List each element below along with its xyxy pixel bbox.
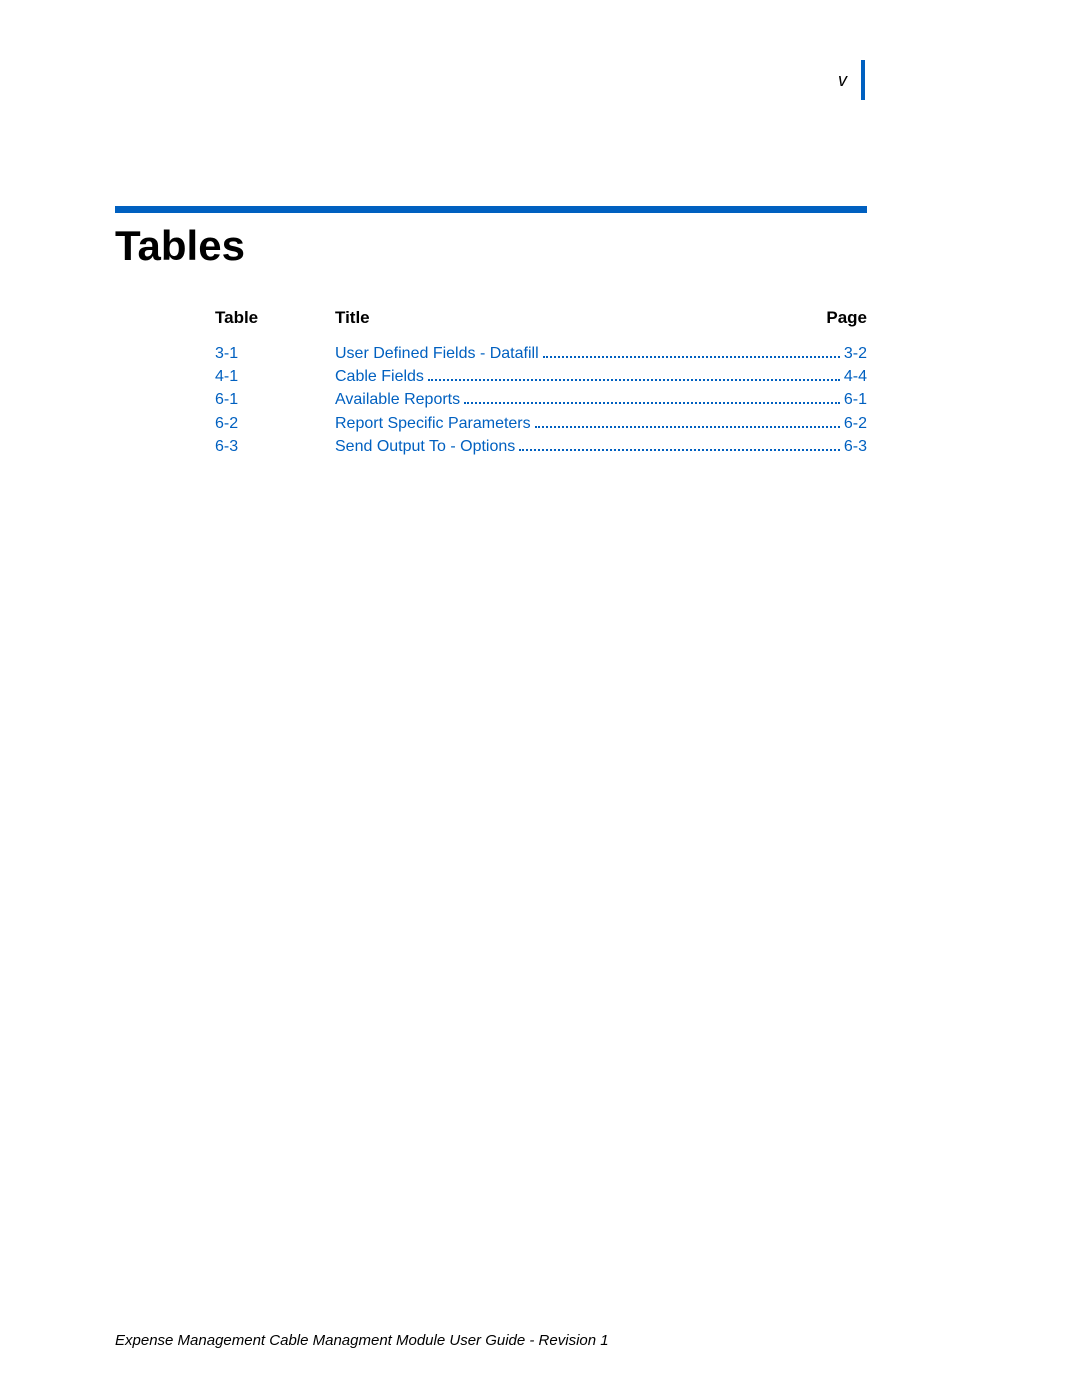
toc-entry-title[interactable]: Available Reports	[335, 388, 460, 411]
toc-entry-leader-dots	[428, 379, 840, 381]
toc-entry-number[interactable]: 6-2	[215, 412, 335, 435]
toc-entry[interactable]: 4-1Cable Fields 4-4	[215, 365, 867, 388]
page-number-marker: v	[838, 60, 865, 100]
toc-entry-page[interactable]: 4-4	[844, 365, 867, 388]
toc-entry-page[interactable]: 6-1	[844, 388, 867, 411]
toc-entry-number[interactable]: 6-1	[215, 388, 335, 411]
toc-header-row: Table Title Page	[215, 308, 867, 328]
toc-entry-leader-dots	[464, 402, 840, 404]
toc-entry[interactable]: 6-1Available Reports6-1	[215, 388, 867, 411]
tables-listing: Table Title Page 3-1User Defined Fields …	[215, 308, 867, 458]
title-rule	[115, 206, 867, 213]
toc-entry-page[interactable]: 3-2	[844, 342, 867, 365]
page-number-text: v	[838, 70, 857, 91]
toc-header-title: Title	[335, 308, 807, 328]
footer-text: Expense Management Cable Managment Modul…	[115, 1332, 609, 1349]
toc-entry-leader-dots	[519, 449, 840, 451]
toc-entry-page[interactable]: 6-3	[844, 435, 867, 458]
toc-header-page: Page	[807, 308, 867, 328]
toc-entry-title[interactable]: Cable Fields	[335, 365, 424, 388]
page-title: Tables	[115, 222, 245, 270]
toc-entry-leader-dots	[543, 356, 840, 358]
toc-entry[interactable]: 3-1User Defined Fields - Datafill 3-2	[215, 342, 867, 365]
toc-header-table: Table	[215, 308, 335, 328]
toc-entry-title[interactable]: Send Output To - Options	[335, 435, 515, 458]
toc-entry-number[interactable]: 6-3	[215, 435, 335, 458]
toc-entry-number[interactable]: 4-1	[215, 365, 335, 388]
toc-entry[interactable]: 6-3Send Output To - Options6-3	[215, 435, 867, 458]
toc-entry-page[interactable]: 6-2	[844, 412, 867, 435]
toc-entry[interactable]: 6-2Report Specific Parameters6-2	[215, 412, 867, 435]
document-page: v Tables Table Title Page 3-1User Define…	[115, 0, 965, 1397]
toc-entry-number[interactable]: 3-1	[215, 342, 335, 365]
page-number-bar	[861, 60, 865, 100]
toc-entry-title[interactable]: Report Specific Parameters	[335, 412, 531, 435]
toc-entry-leader-dots	[535, 426, 840, 428]
toc-entry-title[interactable]: User Defined Fields - Datafill	[335, 342, 539, 365]
